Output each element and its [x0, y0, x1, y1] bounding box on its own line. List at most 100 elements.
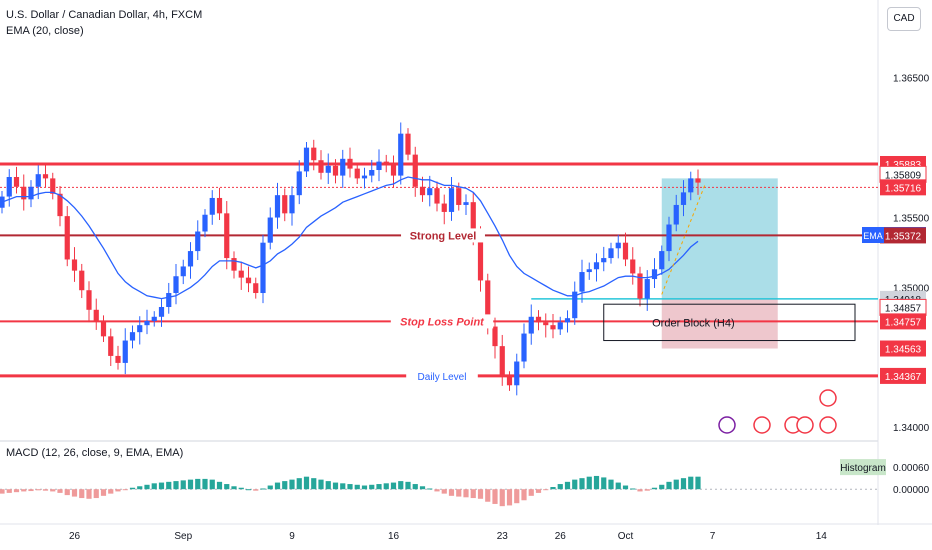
- currency-button[interactable]: CAD: [887, 7, 921, 31]
- candle-body: [42, 174, 49, 179]
- macd-histogram-bar: [216, 481, 223, 490]
- candle-body: [666, 224, 672, 252]
- candle-body: [158, 306, 165, 317]
- candle-body: [202, 214, 208, 232]
- candle-body: [332, 165, 339, 176]
- candle-body: [260, 242, 266, 294]
- macd-histogram-bar: [195, 478, 201, 490]
- macd-histogram-bar: [180, 480, 186, 490]
- candle-body: [419, 186, 426, 196]
- candle-body: [79, 270, 85, 291]
- candle-body: [122, 340, 128, 363]
- macd-histogram-bar: [579, 478, 585, 490]
- macd-histogram-bar: [405, 481, 411, 490]
- candle-body: [369, 170, 375, 176]
- price-tag: [880, 340, 926, 357]
- macd-histogram-bar: [419, 486, 426, 490]
- candle-body: [151, 316, 157, 321]
- candle-body: [86, 290, 92, 310]
- macd-histogram-bar: [0, 489, 5, 494]
- macd-histogram-bar: [622, 485, 629, 490]
- candle-body: [166, 293, 172, 307]
- candle-body: [173, 276, 179, 294]
- candle-body: [209, 197, 215, 215]
- macd-histogram-bar: [187, 479, 194, 490]
- symbol-title[interactable]: U.S. Dollar / Canadian Dollar, 4h, FXCM: [6, 9, 203, 21]
- candle-body: [688, 178, 694, 193]
- candle-body: [108, 336, 114, 356]
- candle-body: [50, 178, 56, 194]
- candle-body: [137, 325, 143, 333]
- macd-histogram-bar: [209, 479, 215, 490]
- macd-histogram-bar: [521, 489, 527, 501]
- level-label-strong: Strong Level: [410, 230, 477, 242]
- price-tag: [880, 179, 926, 196]
- candle-body: [673, 204, 679, 225]
- candle-body: [659, 251, 665, 270]
- price-tag-label: 1.35809: [885, 170, 922, 181]
- macd-histogram-bar: [122, 489, 128, 491]
- macd-histogram-bar: [35, 489, 41, 491]
- macd-histogram-bar: [601, 477, 607, 490]
- candle-body: [427, 188, 433, 196]
- macd-histogram-bar: [303, 476, 310, 490]
- macd-histogram-bar: [144, 484, 150, 490]
- candle-body: [637, 273, 643, 299]
- macd-histogram-bar: [289, 479, 295, 490]
- macd-histogram-bar: [528, 489, 534, 496]
- candle-body: [376, 161, 382, 171]
- macd-histogram-bar: [593, 475, 600, 490]
- event-icon: [753, 416, 771, 434]
- macd-histogram-bar: [514, 489, 520, 504]
- macd-histogram-bar: [108, 489, 114, 494]
- macd-histogram-bar: [361, 485, 368, 490]
- candle-body: [448, 188, 455, 212]
- macd-histogram-bar: [274, 482, 281, 490]
- candle-body: [6, 176, 12, 197]
- price-tick-label: 1.35000: [893, 283, 930, 294]
- macd-histogram-bar: [492, 489, 498, 504]
- candle-body: [13, 176, 20, 187]
- macd-histogram-bar: [695, 476, 701, 490]
- macd-histogram-bar: [688, 476, 694, 490]
- candle-body: [695, 178, 701, 183]
- macd-histogram-bar: [506, 489, 513, 506]
- candle-body: [456, 188, 462, 205]
- macd-histogram-bar: [441, 489, 447, 494]
- price-tag-label: 1.35883: [885, 160, 922, 171]
- macd-histogram-bar: [347, 484, 353, 490]
- candle-body: [296, 171, 302, 196]
- macd-histogram-bar: [398, 481, 404, 490]
- candle-body: [93, 309, 99, 321]
- macd-histogram-bar: [166, 481, 172, 490]
- candle-body: [303, 147, 310, 172]
- candle-body: [224, 213, 230, 259]
- candle-body: [383, 161, 389, 165]
- candle-body: [354, 168, 360, 179]
- time-tick-label: 9: [289, 531, 295, 542]
- candle-body: [412, 154, 418, 187]
- macd-histogram-bar: [463, 489, 469, 498]
- candle-body: [470, 202, 476, 239]
- macd-histogram-bar: [100, 489, 107, 496]
- candle-body: [680, 192, 687, 205]
- macd-tick-label: 0.00060: [893, 463, 930, 474]
- price-tag-label: 1.34563: [885, 345, 922, 356]
- candle-body: [608, 248, 614, 259]
- macd-histogram-bar: [470, 489, 476, 499]
- ema-indicator-label[interactable]: EMA (20, close): [6, 25, 84, 37]
- macd-histogram-bar: [21, 489, 27, 492]
- candle-body: [340, 158, 346, 176]
- macd-indicator-label[interactable]: MACD (12, 26, close, 9, EMA, EMA): [6, 447, 184, 459]
- candle-body: [71, 259, 78, 271]
- candle-body: [390, 164, 397, 176]
- macd-histogram-bar: [543, 489, 549, 491]
- order-block-box: [603, 303, 856, 342]
- macd-histogram-bar: [666, 481, 672, 490]
- macd-histogram-bar: [282, 481, 288, 490]
- candle-body: [499, 346, 505, 377]
- candle-body: [100, 320, 107, 337]
- candle-body: [28, 186, 34, 200]
- macd-histogram-bar: [477, 489, 484, 499]
